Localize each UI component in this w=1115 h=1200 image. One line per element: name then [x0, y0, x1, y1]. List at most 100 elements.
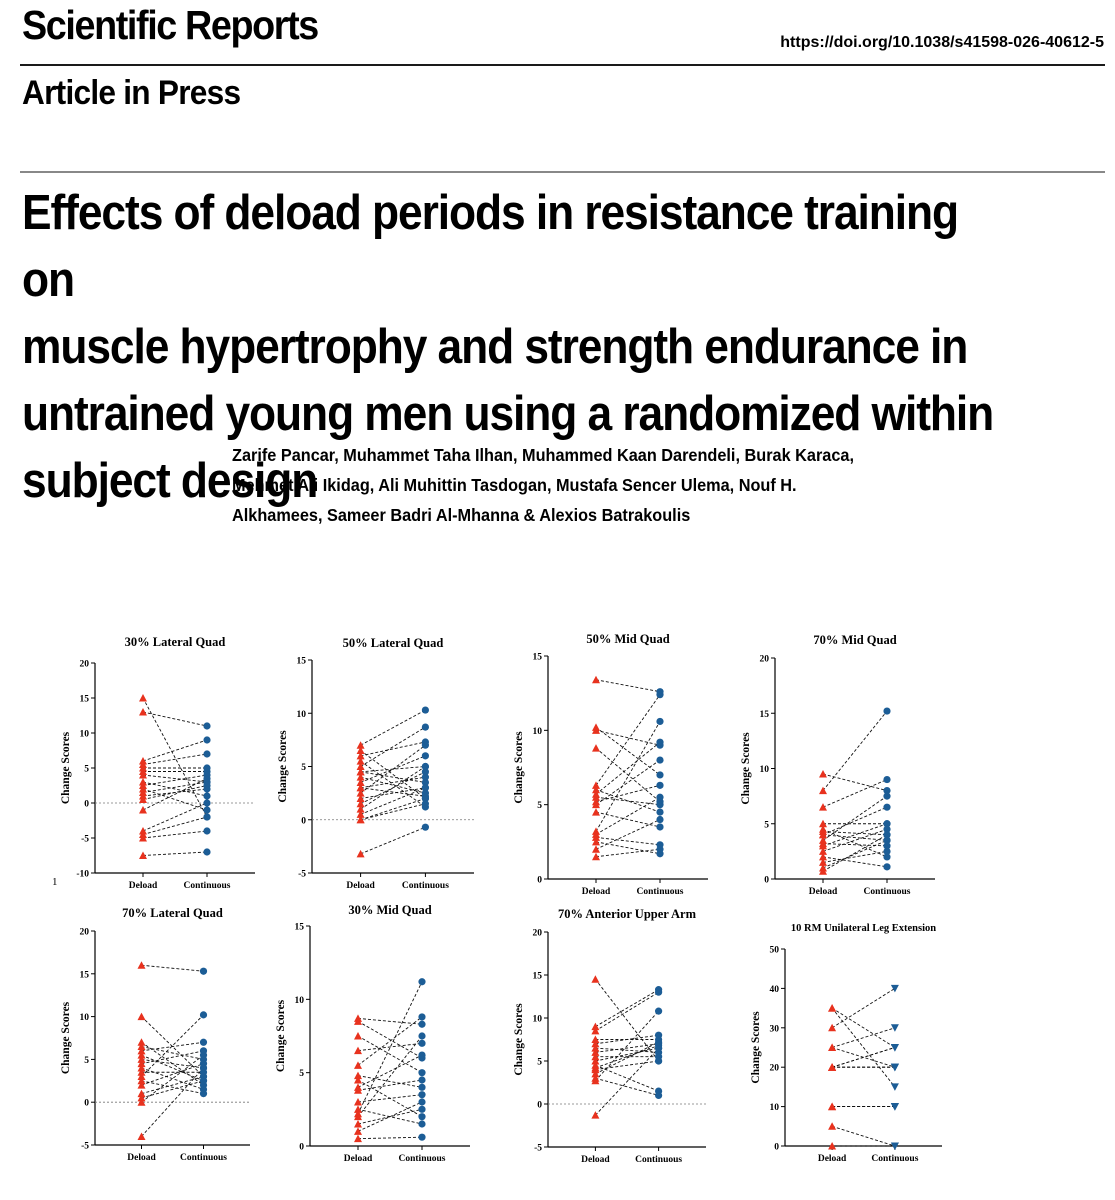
- pair-line: [360, 803, 426, 821]
- continuous-point: [421, 823, 429, 831]
- continuous-point: [203, 799, 211, 807]
- pair-line: [595, 789, 661, 813]
- pair-line: [141, 964, 204, 972]
- continuous-point: [890, 1142, 899, 1150]
- deload-point: [354, 1105, 362, 1113]
- continuous-point: [421, 800, 429, 808]
- deload-point: [592, 785, 600, 794]
- pair-line: [595, 694, 661, 786]
- chart-panel: 10 RM Unilateral Leg Extension 0 10 20 30 40 5…: [750, 923, 942, 1164]
- deload-point: [591, 1026, 600, 1035]
- pair-line: [595, 979, 659, 1062]
- deload-point: [356, 741, 365, 749]
- pair-line: [595, 1047, 659, 1053]
- pair-line: [141, 1014, 204, 1077]
- pair-line: [595, 989, 659, 1027]
- deload-point: [137, 1046, 146, 1055]
- continuous-point: [418, 1039, 426, 1047]
- pair-line: [595, 1043, 659, 1053]
- y-tick-label: 5: [537, 1058, 542, 1068]
- deload-point: [137, 1081, 146, 1089]
- continuous-point: [199, 1090, 208, 1098]
- continuous-point: [890, 1044, 899, 1052]
- author-line-3: Alkhamees, Sameer Badri Al-Mhanna & Alex…: [232, 505, 691, 525]
- continuous-point: [203, 774, 211, 783]
- deload-point: [592, 808, 600, 816]
- deload-point: [354, 1086, 362, 1094]
- continuous-point: [656, 845, 664, 853]
- y-tick-label: 10: [297, 710, 307, 720]
- deload-point: [591, 1048, 600, 1056]
- continuous-point: [199, 1051, 208, 1059]
- deload-point: [137, 1072, 146, 1081]
- pair-line: [360, 787, 426, 799]
- deload-point: [356, 789, 365, 797]
- chart-title: 50% Mid Quad: [586, 632, 669, 646]
- pair-line: [831, 1027, 896, 1048]
- continuous-point: [883, 775, 891, 784]
- chart-title: 30% Mid Quad: [348, 903, 431, 917]
- x-tick-label: Continuous: [871, 1154, 918, 1164]
- continuous-point: [883, 863, 891, 871]
- pair-line: [141, 1067, 204, 1137]
- journal-name: Scientific Reports: [22, 2, 319, 48]
- continuous-point: [418, 1051, 426, 1059]
- continuous-point: [418, 1120, 426, 1128]
- x-tick-label: Deload: [127, 1153, 156, 1163]
- deload-point: [819, 847, 827, 855]
- continuous-point: [656, 738, 664, 746]
- pair-line: [357, 1035, 423, 1074]
- pair-line: [142, 785, 208, 800]
- pair-line: [142, 778, 208, 811]
- continuous-point: [418, 1013, 426, 1021]
- deload-point: [356, 815, 365, 824]
- continuous-point: [418, 1020, 426, 1028]
- doi-link[interactable]: https://doi.org/10.1038/s41598-026-40612…: [780, 34, 1104, 51]
- chart-title: 50% Lateral Quad: [343, 636, 444, 650]
- continuous-point: [883, 787, 891, 795]
- deload-point: [356, 799, 365, 808]
- continuous-point: [883, 825, 891, 833]
- continuous-point: [421, 784, 429, 792]
- y-axis-label: Change Scores: [275, 999, 287, 1072]
- deload-point: [354, 1046, 362, 1055]
- pair-line: [595, 848, 661, 858]
- continuous-point: [656, 815, 664, 824]
- continuous-point: [418, 1105, 426, 1113]
- deload-point: [828, 1063, 837, 1071]
- y-tick-label: 0: [774, 1143, 779, 1153]
- author-line-1: Zarife Pancar, Muhammet Taha Ilhan, Muha…: [232, 445, 854, 465]
- y-tick-label: 0: [299, 1143, 304, 1153]
- deload-point: [592, 845, 600, 853]
- x-tick-label: Continuous: [637, 887, 684, 897]
- pair-line: [831, 1047, 896, 1068]
- continuous-point: [421, 723, 429, 731]
- continuous-point: [421, 768, 429, 776]
- deload-point: [354, 1134, 362, 1143]
- pair-line: [822, 795, 888, 841]
- pair-line: [360, 798, 426, 821]
- deload-point: [819, 830, 827, 839]
- pair-line: [360, 776, 426, 789]
- pair-line: [357, 1101, 423, 1132]
- pair-line: [822, 856, 888, 868]
- continuous-point: [890, 1103, 899, 1111]
- chart-title: 10 RM Unilateral Leg Extension: [791, 923, 936, 934]
- deload-point: [137, 1076, 146, 1085]
- deload-point: [356, 773, 365, 781]
- pair-line: [360, 771, 426, 783]
- pair-line: [360, 771, 426, 805]
- deload-point: [828, 1004, 837, 1012]
- deload-point: [592, 833, 600, 841]
- pair-line: [360, 741, 426, 757]
- deload-point: [354, 1032, 362, 1040]
- y-tick-label: 0: [537, 876, 542, 886]
- chart-panel: 70% Anterior Upper Arm -5 0 5 10 15 20 Deload Co…: [513, 907, 706, 1165]
- deload-point: [137, 1068, 146, 1076]
- x-tick-label: Continuous: [184, 881, 231, 891]
- pair-line: [595, 796, 661, 806]
- pair-line: [357, 1136, 423, 1140]
- continuous-point: [883, 792, 891, 800]
- x-tick-label: Continuous: [635, 1155, 682, 1165]
- deload-point: [354, 1112, 362, 1121]
